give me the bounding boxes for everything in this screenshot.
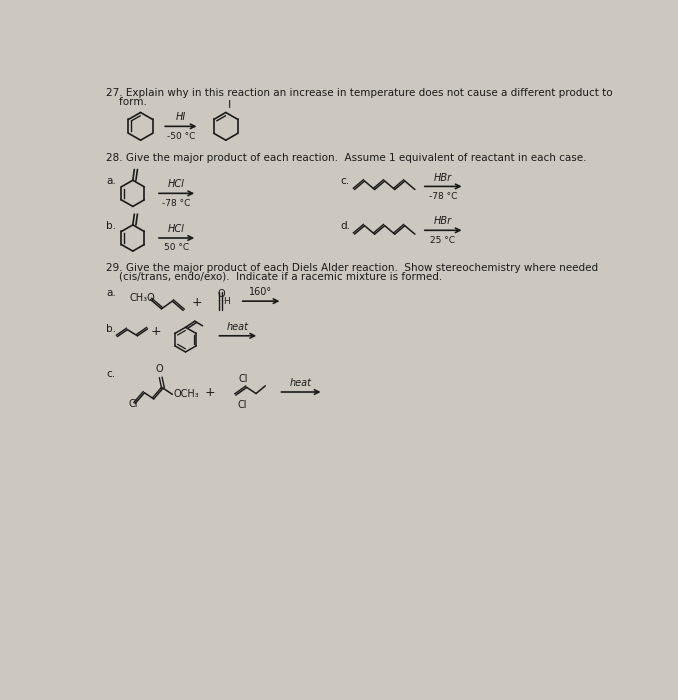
Text: c.: c. bbox=[340, 176, 350, 186]
Text: Cl: Cl bbox=[237, 400, 247, 410]
Text: CH₃O: CH₃O bbox=[129, 293, 155, 303]
Text: heat: heat bbox=[226, 322, 248, 332]
Text: HBr: HBr bbox=[434, 216, 452, 227]
Text: HI: HI bbox=[176, 113, 186, 122]
Text: -50 °C: -50 °C bbox=[167, 132, 195, 141]
Text: -78 °C: -78 °C bbox=[162, 199, 191, 208]
Text: 160°: 160° bbox=[249, 287, 273, 298]
Text: Cl: Cl bbox=[239, 374, 248, 384]
Text: c.: c. bbox=[106, 369, 115, 379]
Text: 29. Give the major product of each Diels Alder reaction.  Show stereochemistry w: 29. Give the major product of each Diels… bbox=[106, 262, 599, 272]
Text: HCl: HCl bbox=[167, 224, 184, 234]
Text: +: + bbox=[192, 296, 203, 309]
Text: heat: heat bbox=[290, 378, 312, 388]
Text: O: O bbox=[218, 289, 225, 299]
Text: -78 °C: -78 °C bbox=[428, 192, 457, 201]
Text: O: O bbox=[155, 364, 163, 374]
Text: OCH₃: OCH₃ bbox=[174, 389, 199, 399]
Text: HBr: HBr bbox=[434, 173, 452, 183]
Text: a.: a. bbox=[106, 176, 116, 186]
Text: form.: form. bbox=[106, 97, 147, 107]
Text: b.: b. bbox=[106, 324, 117, 334]
Text: d.: d. bbox=[340, 221, 351, 231]
Text: (cis/trans, endo/exo).  Indicate if a racemic mixture is formed.: (cis/trans, endo/exo). Indicate if a rac… bbox=[106, 272, 443, 282]
Text: +: + bbox=[151, 326, 161, 338]
Text: b.: b. bbox=[106, 221, 117, 231]
Text: I: I bbox=[228, 100, 231, 110]
Text: a.: a. bbox=[106, 288, 116, 298]
Text: 28. Give the major product of each reaction.  Assume 1 equivalent of reactant in: 28. Give the major product of each react… bbox=[106, 153, 587, 163]
Text: +: + bbox=[205, 386, 216, 398]
Text: 27. Explain why in this reaction an increase in temperature does not cause a dif: 27. Explain why in this reaction an incr… bbox=[106, 88, 613, 98]
Text: 25 °C: 25 °C bbox=[431, 236, 456, 245]
Text: HCl: HCl bbox=[167, 179, 184, 190]
Text: Cl: Cl bbox=[129, 399, 138, 409]
Text: H: H bbox=[224, 297, 231, 306]
Text: 50 °C: 50 °C bbox=[163, 244, 188, 253]
